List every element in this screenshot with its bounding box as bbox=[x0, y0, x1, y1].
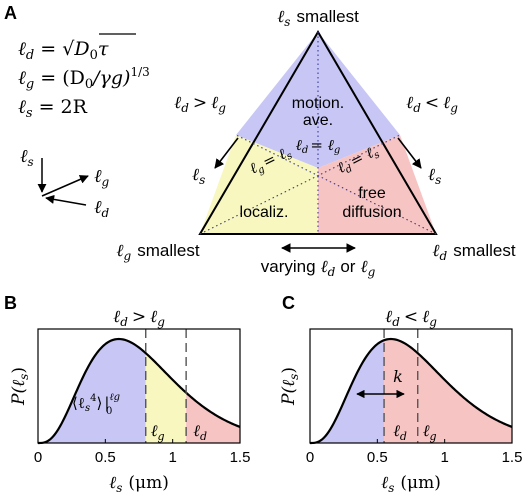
chart-c-ld-label: ℓd bbox=[393, 421, 407, 443]
chart-c-ylabel: P(ℓs) bbox=[279, 367, 301, 406]
side-right-condition: ℓd < ℓg bbox=[406, 93, 458, 115]
legend-ld: ℓd bbox=[94, 197, 110, 220]
arrow-left-ls-label: ℓs bbox=[192, 165, 205, 187]
chart-c-curve bbox=[310, 337, 513, 445]
chartc-region-0 bbox=[310, 340, 385, 443]
definitions: ℓd = √D0τ ℓg = (D0/γg)1/3 ℓs = 2R bbox=[18, 33, 150, 121]
label-free: free bbox=[358, 185, 386, 202]
label-localization: localiz. bbox=[240, 204, 289, 221]
ld-direction-arrow bbox=[45, 194, 87, 206]
label-motional-1: motion. bbox=[292, 95, 344, 112]
vertex-left-label: ℓg smallest bbox=[116, 241, 199, 263]
arrow-left-side bbox=[214, 137, 239, 169]
chart-b-ticks: 0 0.5 1 1.5 bbox=[34, 439, 251, 466]
chart-b: 0 0.5 1 1.5 ℓd > ℓg P(ℓs) ℓs (μm) ⟨ℓs4⟩ |ℓg 0 ℓg… bbox=[9, 307, 250, 495]
chart-b-title: ℓd > ℓg bbox=[113, 307, 165, 329]
chart-b-lg-label: ℓg bbox=[151, 421, 165, 443]
region-free-diffusion bbox=[318, 135, 436, 234]
chart-c-frame bbox=[309, 328, 513, 444]
lg-direction-arrow bbox=[41, 175, 89, 197]
vertex-top-label: ℓs smallest bbox=[277, 7, 359, 29]
chart-c-regions bbox=[310, 339, 512, 443]
side-left-condition: ℓd > ℓg bbox=[174, 93, 226, 115]
chartc-tick-label: 0.5 bbox=[367, 449, 388, 466]
boundary-ld-eq-lg-label: ℓd = ℓg bbox=[296, 136, 341, 156]
chart-b-regions bbox=[38, 339, 240, 443]
chart-c-xlabel: ℓs (μm) bbox=[381, 473, 441, 495]
chartb-tick-label: 1.5 bbox=[230, 449, 251, 466]
chartb-region-1 bbox=[145, 353, 187, 443]
arrow-right-side bbox=[397, 137, 422, 169]
chart-c-ticks: 0 0.5 1 1.5 bbox=[306, 439, 523, 466]
chart-b-curve bbox=[38, 337, 241, 445]
boundary-lines bbox=[199, 32, 437, 235]
chart-b-moment-label: ⟨ℓs4⟩ |ℓg 0 bbox=[72, 392, 120, 417]
arrow-right-ls-label: ℓs bbox=[428, 165, 441, 187]
def-ld: ℓd = √D0τ bbox=[18, 38, 109, 63]
chart-b-ld-label: ℓd bbox=[193, 421, 207, 443]
chart-b-markers bbox=[145, 329, 187, 443]
chart-c-markers bbox=[383, 329, 419, 443]
def-ls: ℓs = 2R bbox=[18, 96, 88, 121]
chartb-region-0 bbox=[38, 339, 146, 443]
legend-ls: ℓs bbox=[20, 146, 34, 169]
legend-lg: ℓg bbox=[94, 166, 110, 189]
chart-c: 0 0.5 1 1.5 ℓd < ℓg P(ℓs) ℓs (μm) k ℓd ℓg bbox=[279, 307, 522, 495]
chartc-region-1 bbox=[384, 339, 512, 443]
boundary-left-diagonal bbox=[199, 134, 401, 235]
panel-c-letter: C bbox=[282, 293, 295, 313]
label-motional-2: ave. bbox=[303, 112, 333, 129]
chartc-tick-label: 0 bbox=[306, 449, 314, 466]
vertex-right-label: ℓd smallest bbox=[432, 241, 515, 263]
panel-b-letter: B bbox=[4, 293, 17, 313]
region-localization bbox=[200, 135, 318, 234]
triangle-outline bbox=[198, 30, 438, 235]
chart-b-ylabel: P(ℓs) bbox=[9, 367, 31, 406]
chartb-tick-label: 0 bbox=[34, 449, 42, 466]
boundary-right-diagonal bbox=[235, 134, 437, 235]
chartb-tick-label: 1 bbox=[168, 449, 176, 466]
chart-b-frame bbox=[37, 328, 241, 444]
chartc-tick-label: 1.5 bbox=[502, 449, 523, 466]
axes-legend: ℓs ℓg ℓd bbox=[20, 146, 110, 220]
chart-c-lg-label: ℓg bbox=[423, 421, 437, 443]
chartb-tick-label: 0.5 bbox=[95, 449, 116, 466]
panel-a-letter: A bbox=[4, 3, 17, 23]
label-diffusion: diffusion bbox=[342, 204, 401, 221]
chart-c-title: ℓd < ℓg bbox=[385, 307, 437, 329]
def-lg: ℓg = (D0/γg)1/3 bbox=[18, 65, 150, 92]
bottom-varying-label: varying ℓd or ℓg bbox=[261, 257, 376, 279]
boundary-lg-eq-ls-label: ℓg= ℓs bbox=[247, 142, 295, 179]
phase-triangle: motion. ave. localiz. free diffusion ℓd =… bbox=[198, 30, 438, 235]
chartc-tick-label: 1 bbox=[440, 449, 448, 466]
chart-c-k-label: k bbox=[393, 367, 403, 386]
chart-b-xlabel: ℓs (μm) bbox=[109, 473, 169, 495]
